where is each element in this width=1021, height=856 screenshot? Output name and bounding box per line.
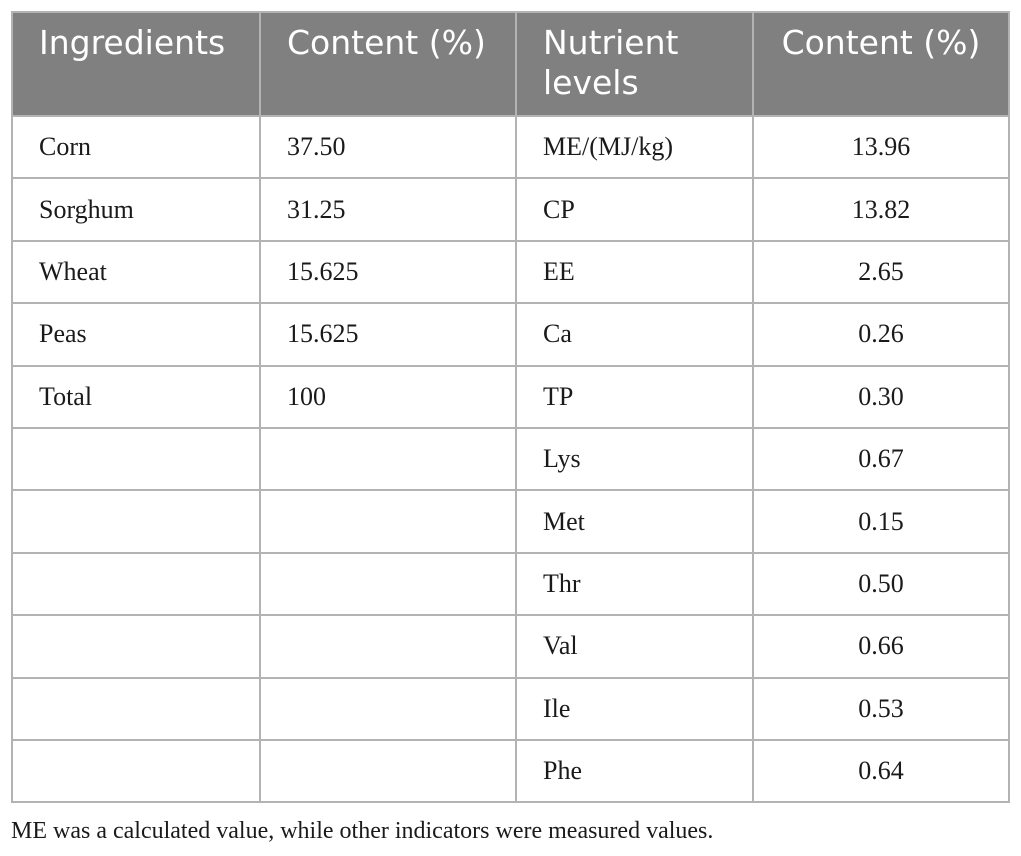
nutrient-cell: Ile — [515, 676, 754, 741]
nutrient-value-cell: 0.30 — [752, 364, 1010, 429]
nutrient-value-cell: 13.82 — [752, 177, 1010, 242]
ingredient-content-cell: 37.50 — [259, 114, 517, 180]
ingredient-cell — [11, 614, 261, 679]
ingredient-cell: Wheat — [11, 239, 261, 305]
table-header: Ingredients Content (%) Nutrient levels … — [11, 11, 1010, 117]
ingredient-cell: Peas — [11, 302, 261, 367]
nutrient-cell: CP — [515, 177, 754, 242]
ingredient-cell — [11, 738, 261, 804]
diet-composition-table: Ingredients Content (%) Nutrient levels … — [11, 11, 1010, 804]
ingredient-cell: Total — [11, 364, 261, 429]
nutrient-value-cell: 0.50 — [752, 551, 1010, 617]
table-row: Peas 15.625 Ca 0.26 — [11, 302, 1010, 367]
ingredient-content-cell: 100 — [259, 364, 517, 429]
table-row: Val 0.66 — [11, 614, 1010, 679]
table-footnote: ME was a calculated value, while other i… — [11, 818, 714, 844]
nutrient-value-cell: 0.53 — [752, 676, 1010, 741]
ingredient-content-cell — [259, 489, 517, 554]
ingredient-content-cell — [259, 676, 517, 741]
ingredient-cell: Sorghum — [11, 177, 261, 242]
table-row: Phe 0.64 — [11, 738, 1010, 804]
ingredient-content-cell — [259, 738, 517, 804]
header-ingredient-content: Content (%) — [259, 11, 517, 117]
table-row: Met 0.15 — [11, 489, 1010, 554]
table-row: Total 100 TP 0.30 — [11, 364, 1010, 429]
nutrient-cell: Phe — [515, 738, 754, 804]
diet-composition-table-container: Ingredients Content (%) Nutrient levels … — [11, 11, 1010, 804]
ingredient-cell: Corn — [11, 114, 261, 180]
nutrient-cell: EE — [515, 239, 754, 305]
table-row: Sorghum 31.25 CP 13.82 — [11, 177, 1010, 242]
ingredient-content-cell: 15.625 — [259, 239, 517, 305]
nutrient-cell: Lys — [515, 426, 754, 492]
header-nutrient-content: Content (%) — [752, 11, 1010, 117]
ingredient-content-cell — [259, 614, 517, 679]
nutrient-value-cell: 0.64 — [752, 738, 1010, 804]
ingredient-content-cell — [259, 551, 517, 617]
nutrient-value-cell: 0.66 — [752, 614, 1010, 679]
table-row: Corn 37.50 ME/(MJ/kg) 13.96 — [11, 114, 1010, 180]
nutrient-value-cell: 0.67 — [752, 426, 1010, 492]
nutrient-cell: Thr — [515, 551, 754, 617]
nutrient-value-cell: 2.65 — [752, 239, 1010, 305]
nutrient-value-cell: 0.15 — [752, 489, 1010, 554]
ingredient-cell — [11, 551, 261, 617]
header-row: Ingredients Content (%) Nutrient levels … — [11, 11, 1010, 117]
ingredient-cell — [11, 426, 261, 492]
header-ingredients: Ingredients — [11, 11, 261, 117]
table-row: Ile 0.53 — [11, 676, 1010, 741]
ingredient-cell — [11, 489, 261, 554]
nutrient-cell: ME/(MJ/kg) — [515, 114, 754, 180]
nutrient-cell: Val — [515, 614, 754, 679]
nutrient-cell: TP — [515, 364, 754, 429]
table-row: Thr 0.50 — [11, 551, 1010, 617]
table-body: Corn 37.50 ME/(MJ/kg) 13.96 Sorghum 31.25 CP 13… — [11, 114, 1010, 804]
nutrient-cell: Ca — [515, 302, 754, 367]
ingredient-content-cell: 31.25 — [259, 177, 517, 242]
nutrient-cell: Met — [515, 489, 754, 554]
nutrient-value-cell: 13.96 — [752, 114, 1010, 180]
header-nutrient-levels: Nutrient levels — [515, 11, 754, 117]
ingredient-content-cell — [259, 426, 517, 492]
nutrient-value-cell: 0.26 — [752, 302, 1010, 367]
ingredient-cell — [11, 676, 261, 741]
table-row: Wheat 15.625 EE 2.65 — [11, 239, 1010, 305]
ingredient-content-cell: 15.625 — [259, 302, 517, 367]
table-row: Lys 0.67 — [11, 426, 1010, 492]
